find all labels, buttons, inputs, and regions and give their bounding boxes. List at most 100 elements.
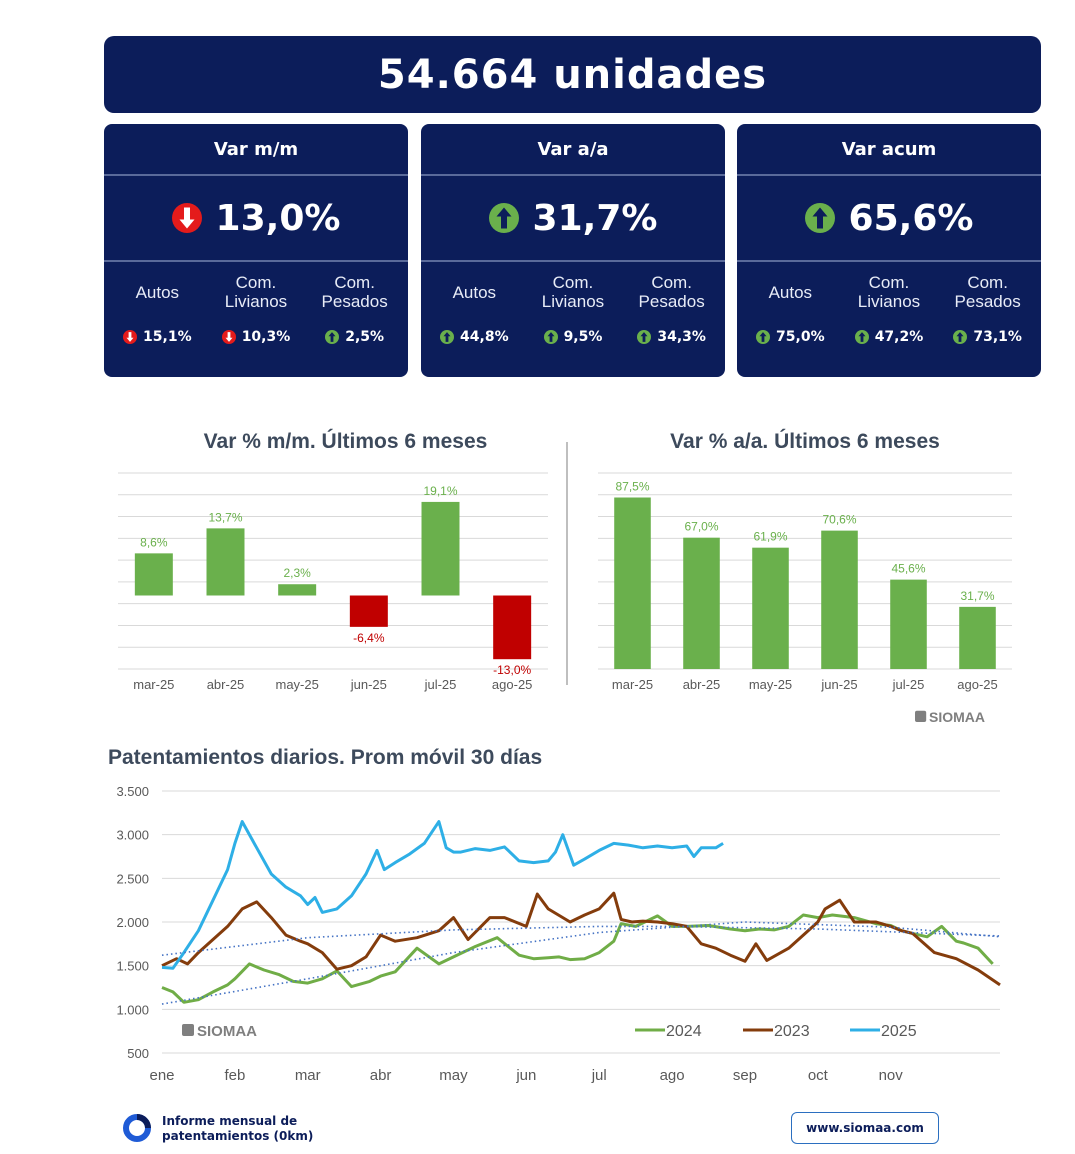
x-tick-label: jun-25 <box>350 677 387 692</box>
x-tick-label: sep <box>733 1067 757 1084</box>
siomaa-watermark-text: SIOMAA <box>929 709 985 725</box>
arrow-up-icon <box>637 330 652 344</box>
series-line-2025 <box>161 820 724 970</box>
card-title: Var m/m <box>104 124 408 176</box>
x-tick-label: jun-25 <box>820 677 857 692</box>
x-tick-label: feb <box>224 1067 245 1084</box>
x-tick-label: ago-25 <box>492 677 532 692</box>
x-tick-label: ago-25 <box>957 677 997 692</box>
x-tick-label: ago <box>660 1067 685 1084</box>
bar-jun-25 <box>821 530 858 669</box>
y-tick-label: 1.500 <box>116 959 149 974</box>
arrow-up-icon <box>488 203 519 233</box>
card-breakdown: Autos 44,8% Com. Livianos 9,5% Com. Pesados 3… <box>421 262 725 352</box>
breakdown-value: 75,0% <box>741 322 839 352</box>
bar-mar-25 <box>134 553 173 596</box>
data-label: 19,1% <box>423 484 457 498</box>
card-value: 31,7% <box>532 197 658 239</box>
data-label: 45,6% <box>891 562 925 576</box>
report-title-line2: patentamientos (0km) <box>162 1129 314 1143</box>
bar-ago-25 <box>959 606 996 669</box>
data-label: 61,9% <box>753 530 787 544</box>
breakdown-value-text: 75,0% <box>776 329 825 345</box>
card-title: Var a/a <box>421 124 725 176</box>
y-tick-label: 2.500 <box>116 871 149 886</box>
breakdown-value: 44,8% <box>425 322 523 352</box>
breakdown-value-text: 9,5% <box>563 329 603 345</box>
series-line-2024 <box>161 913 994 1004</box>
bar-may-25 <box>278 584 317 596</box>
x-tick-label: mar-25 <box>612 677 653 692</box>
siomaa-watermark: SIOMAA <box>915 709 985 725</box>
chart-daily-title: Patentamientos diarios. Prom móvil 30 dí… <box>108 746 543 769</box>
data-label: 2,3% <box>283 566 311 580</box>
breakdown-label: Com. Livianos <box>857 273 921 311</box>
bar-jul-25 <box>421 501 460 596</box>
x-tick-label: abr <box>370 1067 392 1084</box>
breakdown-value: 34,3% <box>623 322 721 352</box>
breakdown-label: Autos <box>452 282 497 302</box>
data-label: -6,4% <box>353 631 385 645</box>
data-label: 8,6% <box>140 535 168 549</box>
x-tick-label: oct <box>808 1067 829 1084</box>
trend-line-3 <box>161 921 1001 1005</box>
breakdown-value-text: 47,2% <box>874 329 924 345</box>
breakdown-item: Com. Pesados 2,5% <box>306 262 404 352</box>
data-label: -13,0% <box>493 663 531 677</box>
chart-mm-title: Var % m/m. Últimos 6 meses <box>203 430 488 453</box>
legend-label-2023: 2023 <box>774 1023 810 1040</box>
card-main-value: 65,6% <box>737 176 1041 262</box>
breakdown-value: 47,2% <box>840 322 938 352</box>
report-title: Informe mensual de patentamientos (0km) <box>162 1114 313 1144</box>
x-tick-label: may-25 <box>275 677 318 692</box>
total-units-title: 54.664 unidades <box>377 51 768 98</box>
breakdown-label: Autos <box>135 282 180 302</box>
bar-may-25 <box>752 547 789 669</box>
x-tick-label: abr-25 <box>207 677 245 692</box>
data-label: 67,0% <box>684 520 718 534</box>
card-var-aa: Var a/a 31,7% Autos 44,8% Com. Livianos 9,5% C… <box>421 124 725 377</box>
breakdown-value: 9,5% <box>524 322 622 352</box>
arrow-up-icon <box>325 330 340 344</box>
y-tick-label: 3.500 <box>116 784 149 799</box>
bar-abr-25 <box>206 528 245 596</box>
card-value: 65,6% <box>848 197 974 239</box>
bar-ago-25 <box>493 595 532 660</box>
x-tick-label: ene <box>149 1067 174 1084</box>
y-tick-label: 500 <box>127 1046 149 1061</box>
siomaa-logo <box>122 1113 152 1143</box>
card-var-mm: Var m/m 13,0% Autos 15,1% Com. Livianos 10,3%… <box>104 124 408 377</box>
breakdown-value: 15,1% <box>108 322 206 352</box>
breakdown-label: Com. Livianos <box>541 273 605 311</box>
breakdown-value-text: 73,1% <box>973 329 1022 345</box>
card-breakdown: Autos 75,0% Com. Livianos 47,2% Com. Pesados… <box>737 262 1041 352</box>
card-value: 13,0% <box>215 197 341 239</box>
breakdown-item: Autos 75,0% <box>741 262 839 352</box>
trend-line-4 <box>161 925 1001 956</box>
breakdown-label: Com. Pesados <box>954 273 1021 311</box>
x-tick-label: may <box>439 1067 468 1084</box>
x-tick-label: mar-25 <box>133 677 174 692</box>
x-tick-label: may-25 <box>749 677 792 692</box>
arrow-down-icon <box>123 330 138 344</box>
arrow-down-icon <box>171 203 202 233</box>
breakdown-item: Com. Pesados 34,3% <box>623 262 721 352</box>
breakdown-value-text: 2,5% <box>345 329 385 345</box>
card-title: Var acum <box>737 124 1041 176</box>
arrow-up-icon <box>543 330 558 344</box>
breakdown-item: Autos 15,1% <box>108 262 206 352</box>
breakdown-label: Com. Pesados <box>321 273 388 311</box>
data-label: 13,7% <box>208 510 242 524</box>
bar-jul-25 <box>890 579 927 669</box>
breakdown-value-text: 15,1% <box>143 329 192 345</box>
x-tick-label: abr-25 <box>683 677 721 692</box>
arrow-up-icon <box>756 330 771 344</box>
breakdown-item: Com. Livianos 10,3% <box>207 262 305 352</box>
bar-chart-aa: 87,5% mar-25 67,0% abr-25 61,9% may-25 70,6% ju… <box>598 472 1012 692</box>
website-link[interactable]: www.siomaa.com <box>791 1112 939 1144</box>
x-tick-label: mar <box>295 1067 321 1084</box>
y-tick-label: 3.000 <box>116 828 149 843</box>
data-label: 87,5% <box>615 480 649 494</box>
bar-abr-25 <box>683 537 720 669</box>
